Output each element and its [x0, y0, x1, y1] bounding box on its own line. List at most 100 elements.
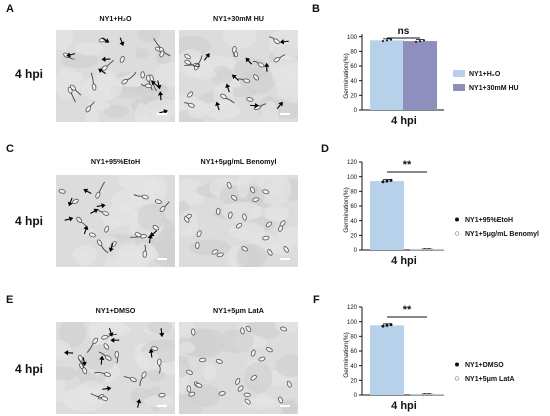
spore [226, 181, 232, 189]
arrow-icon [215, 101, 221, 111]
data-point [414, 40, 418, 43]
spore [78, 358, 88, 375]
bar [403, 41, 437, 110]
spore-body [58, 189, 66, 194]
germ-tube [153, 38, 161, 48]
background-texture [189, 239, 231, 256]
panel-label-c: C [6, 143, 14, 155]
spore [90, 72, 97, 91]
arrow-icon [101, 37, 110, 43]
spore [98, 351, 112, 361]
legend-label: NY1+5μg/mL Benomyl [465, 231, 539, 238]
background-texture [143, 395, 174, 408]
background-texture [277, 226, 298, 247]
micrograph-canvas [56, 322, 175, 414]
germ-tube [190, 63, 200, 68]
chart-b: 0 20 40 60 80 100 Germination(%) ns 4 hpi NY1+H₂O… [343, 26, 519, 127]
image-title-a-left: NY1+H₂O [99, 14, 132, 23]
data-point [429, 393, 433, 397]
arrow-icon [108, 328, 114, 337]
image-title-a-right: NY1+30mM HU [213, 14, 264, 23]
spore-body [237, 385, 244, 392]
spore [97, 209, 109, 216]
spore [243, 392, 251, 398]
germ-tube [197, 55, 203, 65]
spore [244, 398, 251, 405]
spore-body [216, 207, 221, 216]
spore-body [231, 194, 238, 201]
image-title-c-right: NY1+5μg/mL Benomyl [200, 157, 277, 166]
background-texture [179, 341, 196, 354]
spore-body [199, 357, 207, 363]
bar [370, 325, 404, 395]
spore [249, 186, 256, 194]
spore [187, 91, 194, 98]
germ-tube [97, 209, 103, 213]
spore-body [186, 369, 193, 375]
germ-tube [89, 101, 95, 107]
spore-body [241, 246, 248, 252]
background-texture [275, 354, 298, 378]
arrow-head [81, 361, 87, 367]
germ-tube [86, 343, 94, 353]
arrow-head [119, 41, 125, 47]
background-texture [204, 100, 241, 120]
arrow-head [278, 101, 283, 107]
arrow-icon [276, 101, 283, 110]
row-e-hpi-label: 4 hpi [15, 362, 44, 376]
bar [370, 40, 404, 111]
spore [140, 71, 145, 79]
spore-body [235, 222, 243, 229]
data-point [429, 248, 433, 252]
germ-tube [184, 102, 189, 105]
spore [211, 249, 219, 255]
spore [253, 74, 259, 81]
legend-label: NY1+5μm LatA [465, 376, 515, 383]
germ-tube [259, 103, 267, 107]
spore [123, 376, 137, 383]
y-tick-label: 80 [350, 50, 357, 56]
spore [232, 45, 237, 57]
background-texture [147, 322, 173, 335]
spore [188, 391, 196, 397]
spore [142, 244, 148, 258]
arrow-icon [159, 109, 169, 115]
image-title-c-left: NY1+95%EtoH [90, 157, 141, 166]
spore-body [249, 186, 256, 194]
micrograph-c-right [179, 175, 298, 267]
micrograph-canvas [56, 30, 175, 122]
background-texture [78, 252, 92, 267]
spore-body [283, 246, 289, 253]
y-axis-label: Germination(%) [343, 187, 350, 233]
significance-label: ns [398, 26, 410, 37]
spore-body [286, 380, 292, 388]
spore [237, 78, 251, 84]
x-category-label: 4 hpi [391, 255, 417, 267]
spore [114, 351, 120, 364]
spore-body [240, 327, 245, 335]
y-tick-label: 40 [350, 219, 357, 225]
arrow-icon [81, 357, 87, 367]
background-texture [154, 62, 175, 87]
arrow-icon [99, 355, 105, 365]
germ-tube [106, 59, 114, 67]
arrow-head [157, 91, 164, 96]
spore [267, 249, 273, 256]
image-title-e-left: NY1+DMSO [95, 306, 136, 315]
spore-body [218, 391, 226, 396]
arrow-icon [151, 81, 159, 87]
background-texture [56, 366, 78, 380]
spore-body [280, 326, 288, 332]
spore [58, 189, 66, 194]
arrow-head [279, 39, 285, 45]
spore [216, 207, 221, 216]
spore [184, 102, 195, 108]
spore-body [279, 220, 286, 227]
micrograph-canvas [179, 175, 298, 267]
arrow-head [83, 225, 89, 231]
legend-marker [455, 362, 459, 367]
germ-tube [68, 56, 75, 60]
arrow-icon [279, 39, 289, 45]
arrow-icon [67, 197, 73, 207]
spore-body [262, 235, 270, 241]
